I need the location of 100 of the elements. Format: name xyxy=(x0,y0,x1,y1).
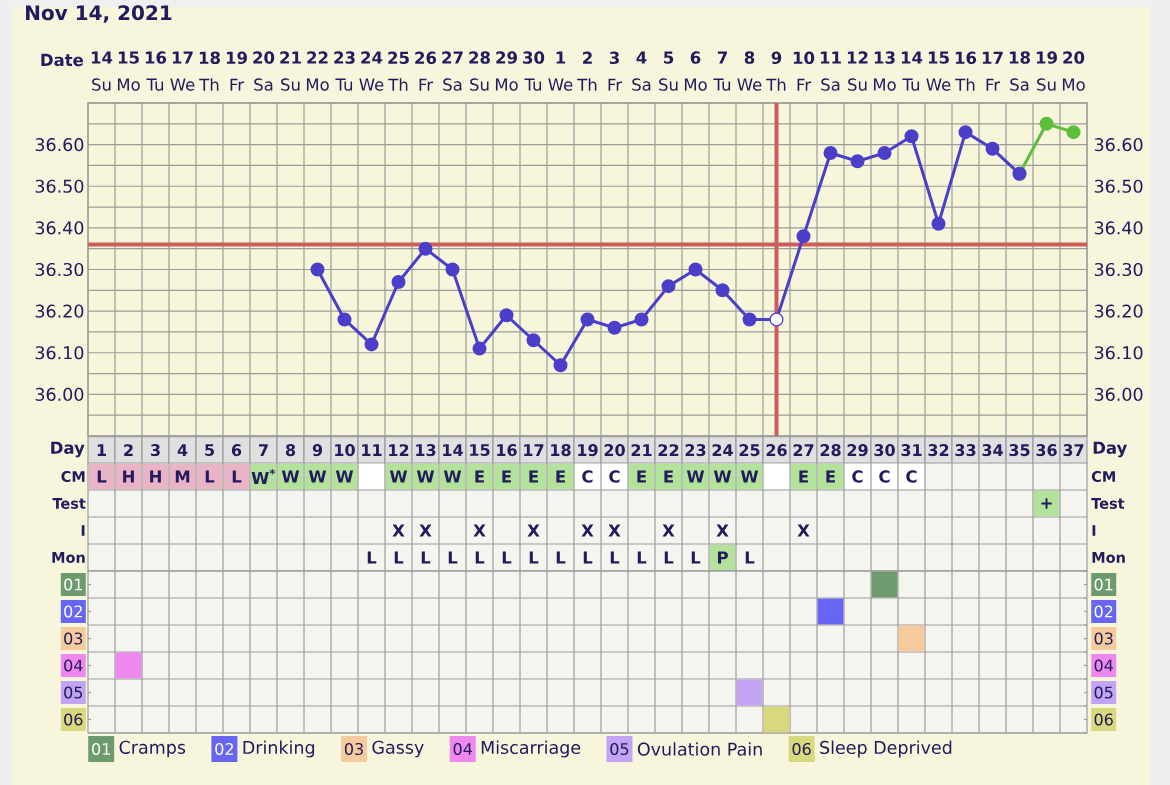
text: C xyxy=(906,470,917,483)
x-tick-label: 8 xyxy=(285,444,296,457)
x2-tick-label: 9 Th xyxy=(766,51,786,91)
text: L xyxy=(367,551,377,564)
x2-tick-label: 22 Mo xyxy=(306,51,329,91)
text: L xyxy=(529,551,539,564)
x2-tick-label: 7 Tu xyxy=(713,51,731,91)
y2-tick-label: 36.40 xyxy=(1094,221,1143,235)
x2-tick-label: 20 Sa xyxy=(253,51,275,91)
x-tick-label: 3 xyxy=(151,444,160,457)
text: L xyxy=(664,551,674,564)
legend-label: Cramps xyxy=(119,740,186,758)
chart-title: Nov 14, 2021 xyxy=(26,5,172,23)
text: 06 xyxy=(792,742,811,756)
y2-tick-label: Test xyxy=(1091,498,1125,509)
legend-label: Sleep Deprived xyxy=(820,740,952,758)
x-axis-title: Day xyxy=(51,441,85,458)
text: W xyxy=(686,470,705,483)
x-tick-label: 4 xyxy=(177,444,188,456)
text: L xyxy=(205,470,215,483)
x2-tick-label: 15 We xyxy=(926,51,951,91)
text: W xyxy=(281,470,300,483)
x-tick-label: 16 xyxy=(497,444,517,457)
y-tick-label: I xyxy=(81,525,85,536)
y2-tick-label: 36.30 xyxy=(1094,262,1143,277)
text: X xyxy=(608,524,621,537)
y2-tick-label: 36.60 xyxy=(1094,138,1143,152)
x-tick-label: 19 xyxy=(578,444,598,457)
x-tick-label: 9 xyxy=(312,444,323,457)
text: 03 xyxy=(344,742,363,756)
x-tick-label: 32 xyxy=(928,444,949,457)
text: 02 xyxy=(215,742,233,756)
x-tick-label: 33 xyxy=(955,444,976,457)
y2-tick-label: Mon xyxy=(1092,552,1125,563)
y-tick-label: 36.00 xyxy=(35,387,84,401)
x-tick-label: 10 xyxy=(335,444,355,457)
x2-tick-label: 12 Su xyxy=(847,51,868,91)
x-tick-label: 22 xyxy=(658,444,679,457)
legend-label: Miscarriage xyxy=(481,740,581,758)
x-tick-label: 25 xyxy=(739,444,760,457)
y-tick-label: 36.60 xyxy=(35,138,84,152)
text: X xyxy=(392,524,405,537)
text: 01 xyxy=(92,742,110,756)
text: E xyxy=(556,470,565,483)
x-tick-label: 35 xyxy=(1009,444,1030,457)
text: X xyxy=(662,524,675,537)
x2-tick-label: 3 Fr xyxy=(608,51,623,91)
text: X xyxy=(527,524,540,537)
text: W xyxy=(416,470,435,483)
text: + xyxy=(1041,498,1052,509)
x2-tick-label: 19 Su xyxy=(1036,51,1057,91)
y2-tick-label: 05 xyxy=(1094,686,1113,699)
x-tick-label: 2 xyxy=(124,444,133,457)
text: X xyxy=(797,524,810,537)
y-tick-label: CM xyxy=(61,471,85,482)
y-tick-label: 06 xyxy=(64,713,83,726)
text: L xyxy=(421,551,431,564)
y2-tick-label: 01 xyxy=(1094,578,1113,591)
text: Day xyxy=(1093,441,1128,458)
x2-tick-label: 8 We xyxy=(737,51,762,91)
x2-tick-label: 11 Sa xyxy=(820,51,841,91)
x-tick-label: 27 xyxy=(793,444,814,457)
y2-tick-label: 36.20 xyxy=(1094,304,1143,318)
text: W xyxy=(740,470,759,483)
text: H xyxy=(150,470,161,483)
text: L xyxy=(556,551,566,564)
x-tick-label: 29 xyxy=(847,444,868,457)
text: X xyxy=(473,524,486,537)
text: L xyxy=(502,551,512,564)
text: P xyxy=(717,551,728,564)
x2-tick-label: 16 Th xyxy=(955,51,977,91)
x2-tick-label: 27 Sa xyxy=(442,51,463,91)
text: W xyxy=(389,470,408,483)
y-tick-label: 02 xyxy=(64,605,82,618)
text: L xyxy=(583,551,593,564)
text: C xyxy=(852,470,863,483)
x-tick-label: 26 xyxy=(766,444,787,457)
x-tick-label: 12 xyxy=(389,444,409,457)
text: E xyxy=(475,470,484,483)
x2-axis-title: Date xyxy=(41,53,84,67)
text: C xyxy=(879,470,890,483)
legend-label: Drinking xyxy=(243,740,315,758)
text: C xyxy=(582,470,593,483)
x2-tick-label: 4 Sa xyxy=(632,51,651,91)
y-tick-label: 36.40 xyxy=(35,221,84,235)
text: L xyxy=(475,551,485,564)
text: H xyxy=(123,470,134,483)
y-tick-label: 01 xyxy=(64,578,82,591)
x-tick-label: 18 xyxy=(551,444,571,457)
text: W xyxy=(335,470,354,483)
text: E xyxy=(826,470,835,483)
x2-tick-label: 29 Mo xyxy=(495,51,518,91)
x2-tick-label: 17 Fr xyxy=(982,51,1003,91)
x-tick-label: 23 xyxy=(685,444,706,457)
text: W xyxy=(713,470,732,483)
y2-tick-label: I xyxy=(1092,525,1096,536)
y-tick-label: Mon xyxy=(52,552,85,563)
x2-tick-label: 13 Mo xyxy=(873,51,896,91)
text: L xyxy=(394,551,404,564)
x-tick-label: 5 xyxy=(205,444,214,457)
